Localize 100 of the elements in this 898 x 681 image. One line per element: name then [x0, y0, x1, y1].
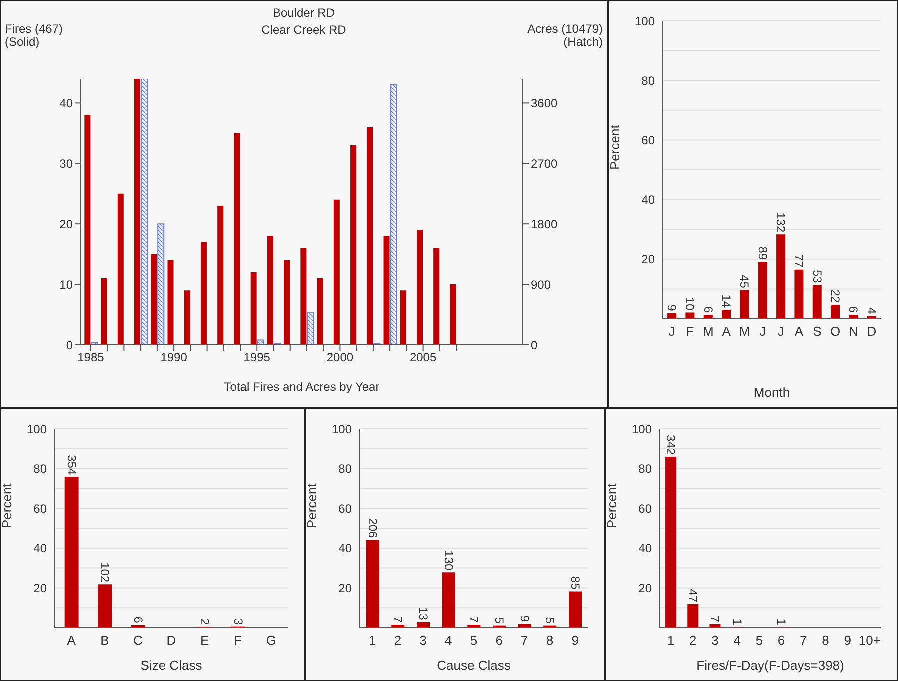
y-tick-label: 100	[26, 422, 48, 436]
annotation: 47	[686, 589, 700, 603]
y-tick-label: 40	[338, 542, 352, 556]
x-tick-label: 1	[369, 633, 376, 648]
annotation: 5	[543, 617, 558, 624]
x-tick-label: A	[794, 324, 804, 340]
annotation: 14	[720, 294, 734, 308]
x-tick-label: 2000	[326, 350, 354, 365]
x-tick-label: 1990	[160, 350, 188, 365]
annotation: 22	[828, 290, 843, 304]
annotation: 1	[730, 618, 744, 626]
x-tick-label: E	[200, 633, 210, 648]
annotation: 354	[64, 455, 79, 476]
y-tick-label: 40	[34, 542, 48, 556]
y-tick-label: 20	[60, 217, 74, 232]
chart-title: Boulder RD	[272, 5, 336, 22]
x-tick-label: A	[722, 324, 732, 340]
y-axis-title: Percent	[608, 124, 623, 170]
annotation: 6	[846, 306, 861, 314]
annotation: 9	[518, 616, 532, 623]
annotation: 89	[756, 246, 770, 260]
x-tick-label: 7	[800, 633, 808, 648]
x-tick-label: 2	[690, 633, 697, 648]
x-tick-label: 3	[420, 633, 427, 648]
annotation: 102	[98, 562, 112, 583]
y-tick-label: 40	[60, 96, 74, 110]
y-tick-label: 80	[338, 462, 352, 476]
y-tick-label: 100	[632, 422, 652, 436]
x-tick-label: A	[67, 633, 76, 648]
y-tick-label: 20	[642, 252, 656, 267]
annotation: 77	[792, 254, 806, 268]
annotation: 4	[864, 308, 879, 315]
annotation: 132	[774, 212, 788, 233]
x-tick-label: B	[100, 633, 110, 648]
y-tick-label: 10	[60, 278, 74, 292]
annotation: 9	[665, 304, 680, 312]
annotation: 85	[568, 576, 582, 590]
x-axis-title: Cause Class	[437, 658, 512, 673]
x-tick-label: 8	[822, 633, 830, 648]
x-tick-label: F	[234, 633, 242, 648]
y2-tick-label: 0	[531, 338, 538, 352]
y2-tick-label: 3600	[531, 96, 558, 110]
x-tick-label: 5	[756, 633, 764, 648]
x-tick-label: M	[739, 324, 750, 340]
y-tick-label: 20	[338, 581, 352, 596]
y-tick-label: 80	[34, 462, 48, 476]
x-tick-label: 6	[778, 633, 786, 648]
y-tick-label: 60	[642, 133, 656, 148]
annotation: 3	[231, 618, 246, 626]
y-tick-label: 60	[338, 502, 352, 516]
x-tick-label: 1985	[78, 350, 105, 365]
y-axis-title: Percent	[0, 483, 15, 528]
y-tick-label: 60	[34, 502, 48, 516]
x-axis-title: Size Class	[140, 658, 203, 673]
y-tick-label: 30	[60, 156, 74, 171]
y-tick-label: 40	[642, 193, 656, 208]
x-tick-label: 1	[667, 633, 675, 648]
y-axis-title: Fires (467) (Solid)	[5, 22, 64, 49]
annotation: 7	[391, 616, 406, 624]
x-tick-label: 5	[470, 633, 478, 648]
annotation: 342	[664, 435, 678, 456]
y-tick-label: 0	[66, 338, 74, 352]
y-tick-label: 80	[642, 74, 656, 88]
x-tick-label: O	[830, 324, 841, 340]
x-tick-label: 1995	[244, 350, 271, 365]
annotation: 1	[774, 618, 789, 626]
y-tick-label: 20	[638, 581, 652, 596]
x-tick-label: J	[778, 324, 784, 340]
x-axis-title: Fires/F-Day(F-Days=398)	[696, 658, 844, 673]
x-tick-label: 7	[521, 633, 528, 648]
annotation: 130	[442, 550, 456, 571]
annotation: 6	[701, 306, 716, 314]
x-tick-label: 2005	[410, 350, 437, 365]
annotation: 53	[810, 270, 824, 284]
x-tick-label: F	[686, 324, 694, 340]
x-tick-label: 4	[734, 633, 741, 648]
y-tick-label: 100	[332, 422, 352, 436]
y-tick-label: 80	[638, 462, 652, 476]
y-axis-title: Percent	[604, 483, 620, 528]
y-tick-label: 100	[634, 14, 656, 28]
x-tick-label: 9	[844, 633, 852, 648]
y-axis-title: Percent	[304, 483, 320, 528]
annotation: 7	[708, 616, 722, 623]
annotation: 7	[467, 616, 482, 624]
y-tick-label: 20	[34, 581, 48, 596]
y2-tick-label: 900	[531, 278, 552, 292]
x-tick-label: J	[668, 324, 676, 340]
annotation: 2	[198, 618, 212, 626]
annotation: 206	[366, 518, 380, 539]
x-tick-label: D	[166, 633, 176, 648]
x-tick-label: G	[266, 633, 276, 648]
x-axis-title: Total Fires and Acres by Year	[224, 380, 380, 394]
x-tick-label: 4	[445, 633, 452, 648]
y2-tick-label: 1800	[531, 217, 558, 232]
x-tick-label: S	[813, 324, 822, 340]
y2-axis-title: Acres (10479) (Hatch)	[528, 22, 603, 49]
annotation: 45	[738, 275, 752, 289]
x-tick-label: D	[867, 324, 877, 340]
y-tick-label: 60	[638, 502, 652, 516]
annotation: 5	[492, 617, 506, 624]
